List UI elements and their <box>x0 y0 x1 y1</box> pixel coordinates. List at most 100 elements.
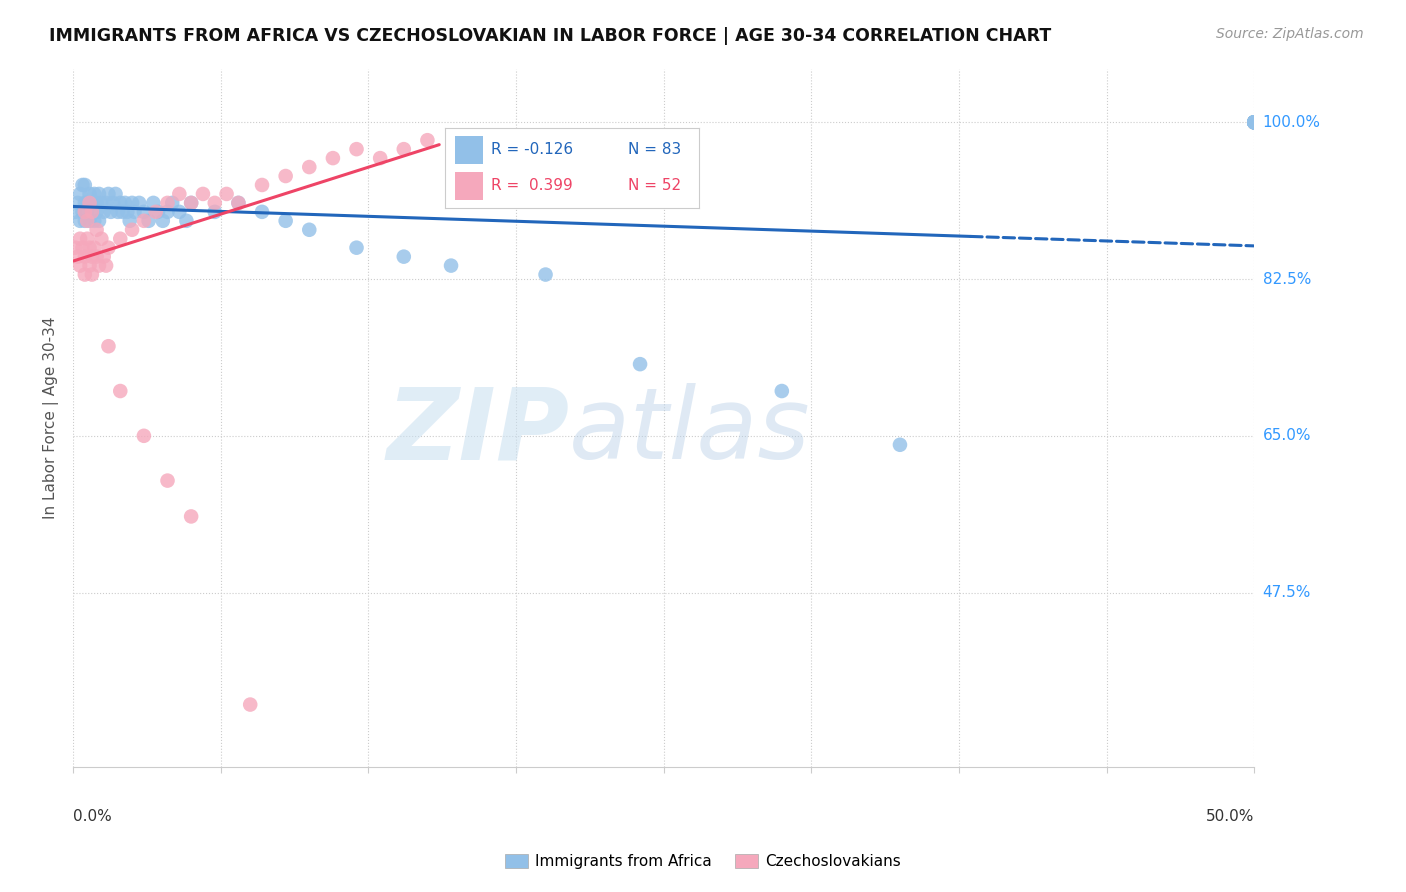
Point <box>66 250 89 264</box>
Point <box>111 205 134 219</box>
Point <box>180 195 202 210</box>
Point <box>1243 115 1265 129</box>
Point <box>169 186 191 201</box>
Point <box>128 195 150 210</box>
Point <box>118 214 141 228</box>
Point <box>215 186 238 201</box>
Point <box>72 178 94 192</box>
Point <box>346 142 368 156</box>
Point <box>204 195 226 210</box>
Point <box>73 250 96 264</box>
Point <box>110 195 132 210</box>
Point <box>1243 115 1265 129</box>
Point <box>1243 115 1265 129</box>
Point <box>156 195 179 210</box>
Point <box>770 384 793 398</box>
Text: ZIP: ZIP <box>387 384 569 481</box>
Point <box>322 151 344 165</box>
Point <box>132 205 155 219</box>
Point <box>1243 115 1265 129</box>
Point <box>93 250 115 264</box>
Y-axis label: In Labor Force | Age 30-34: In Labor Force | Age 30-34 <box>44 317 59 519</box>
Point <box>142 195 165 210</box>
Point <box>1243 115 1265 129</box>
Point <box>132 429 155 443</box>
Point <box>889 438 911 452</box>
Point <box>1243 115 1265 129</box>
Point <box>1243 115 1265 129</box>
Point <box>191 186 214 201</box>
Point <box>162 195 184 210</box>
Point <box>440 259 463 273</box>
Point <box>274 214 297 228</box>
Point <box>146 205 169 219</box>
Point <box>72 241 94 255</box>
Point <box>66 195 89 210</box>
Point <box>346 241 368 255</box>
Point <box>1243 115 1265 129</box>
Point <box>1243 115 1265 129</box>
Point <box>156 474 179 488</box>
Point <box>69 214 91 228</box>
Point <box>80 250 103 264</box>
Text: 82.5%: 82.5% <box>1263 271 1310 286</box>
Point <box>204 205 226 219</box>
Point <box>298 160 321 174</box>
Point <box>83 241 105 255</box>
Point <box>90 232 112 246</box>
Point <box>73 195 96 210</box>
Point <box>110 384 132 398</box>
Point <box>156 205 179 219</box>
Point <box>132 214 155 228</box>
Point <box>104 186 127 201</box>
Point <box>93 205 115 219</box>
Point <box>73 268 96 282</box>
Point <box>76 214 98 228</box>
Point <box>87 214 110 228</box>
Point <box>73 178 96 192</box>
Point <box>87 186 110 201</box>
Text: 100.0%: 100.0% <box>1263 115 1320 129</box>
Point <box>79 214 101 228</box>
Point <box>73 205 96 219</box>
Point <box>97 339 120 353</box>
Point <box>80 195 103 210</box>
Point <box>65 241 87 255</box>
Point <box>97 186 120 201</box>
Point <box>65 205 87 219</box>
Point <box>86 250 108 264</box>
Text: 50.0%: 50.0% <box>1206 809 1254 824</box>
Point <box>90 195 112 210</box>
Point <box>1243 115 1265 129</box>
Point <box>72 205 94 219</box>
Point <box>145 205 167 219</box>
Text: 65.0%: 65.0% <box>1263 428 1312 443</box>
Point <box>1243 115 1265 129</box>
Point <box>114 195 136 210</box>
Point <box>1243 115 1265 129</box>
Point <box>76 205 98 219</box>
Point <box>152 214 174 228</box>
Point <box>79 186 101 201</box>
Point <box>117 205 139 219</box>
Point <box>80 268 103 282</box>
Point <box>1243 115 1265 129</box>
Point <box>1243 115 1265 129</box>
Point <box>69 232 91 246</box>
Point <box>250 205 273 219</box>
Point <box>94 259 117 273</box>
Point <box>228 195 250 210</box>
Point <box>97 241 120 255</box>
Point <box>298 223 321 237</box>
Point <box>86 205 108 219</box>
Point <box>87 259 110 273</box>
Point <box>628 357 651 371</box>
Point <box>176 214 198 228</box>
Point <box>1243 115 1265 129</box>
Point <box>228 195 250 210</box>
Point <box>1243 115 1265 129</box>
Point <box>1243 115 1265 129</box>
Point <box>110 232 132 246</box>
Point <box>69 259 91 273</box>
Point <box>1243 115 1265 129</box>
